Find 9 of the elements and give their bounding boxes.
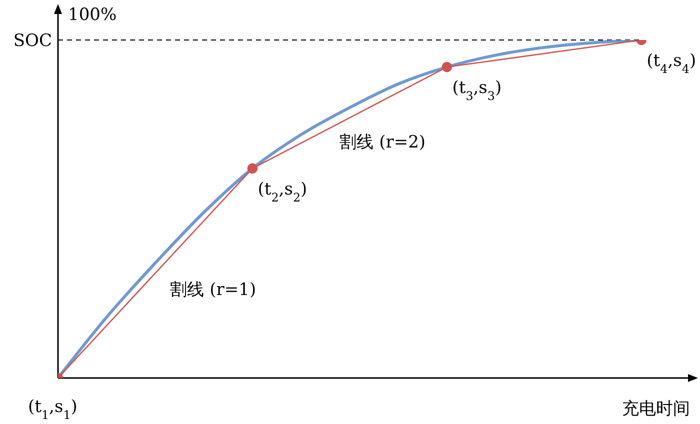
annotation: (t$_{4}$,s$_{4}$) xyxy=(646,51,696,76)
annotation: 割线 (r=2) xyxy=(340,132,426,153)
ref-line-label: SOC xyxy=(13,31,52,51)
annotation: 割线 (r=1) xyxy=(170,280,256,300)
x-axis-title: 充电时间 xyxy=(622,399,690,419)
annotation: (t$_{3}$,s$_{3}$) xyxy=(452,78,502,104)
text: (t$_{1}$,s$_{1}$) xyxy=(28,397,78,422)
y-axis-title: 100% xyxy=(68,5,117,25)
annotation: (t$_{2}$,s$_{2}$) xyxy=(258,179,308,204)
